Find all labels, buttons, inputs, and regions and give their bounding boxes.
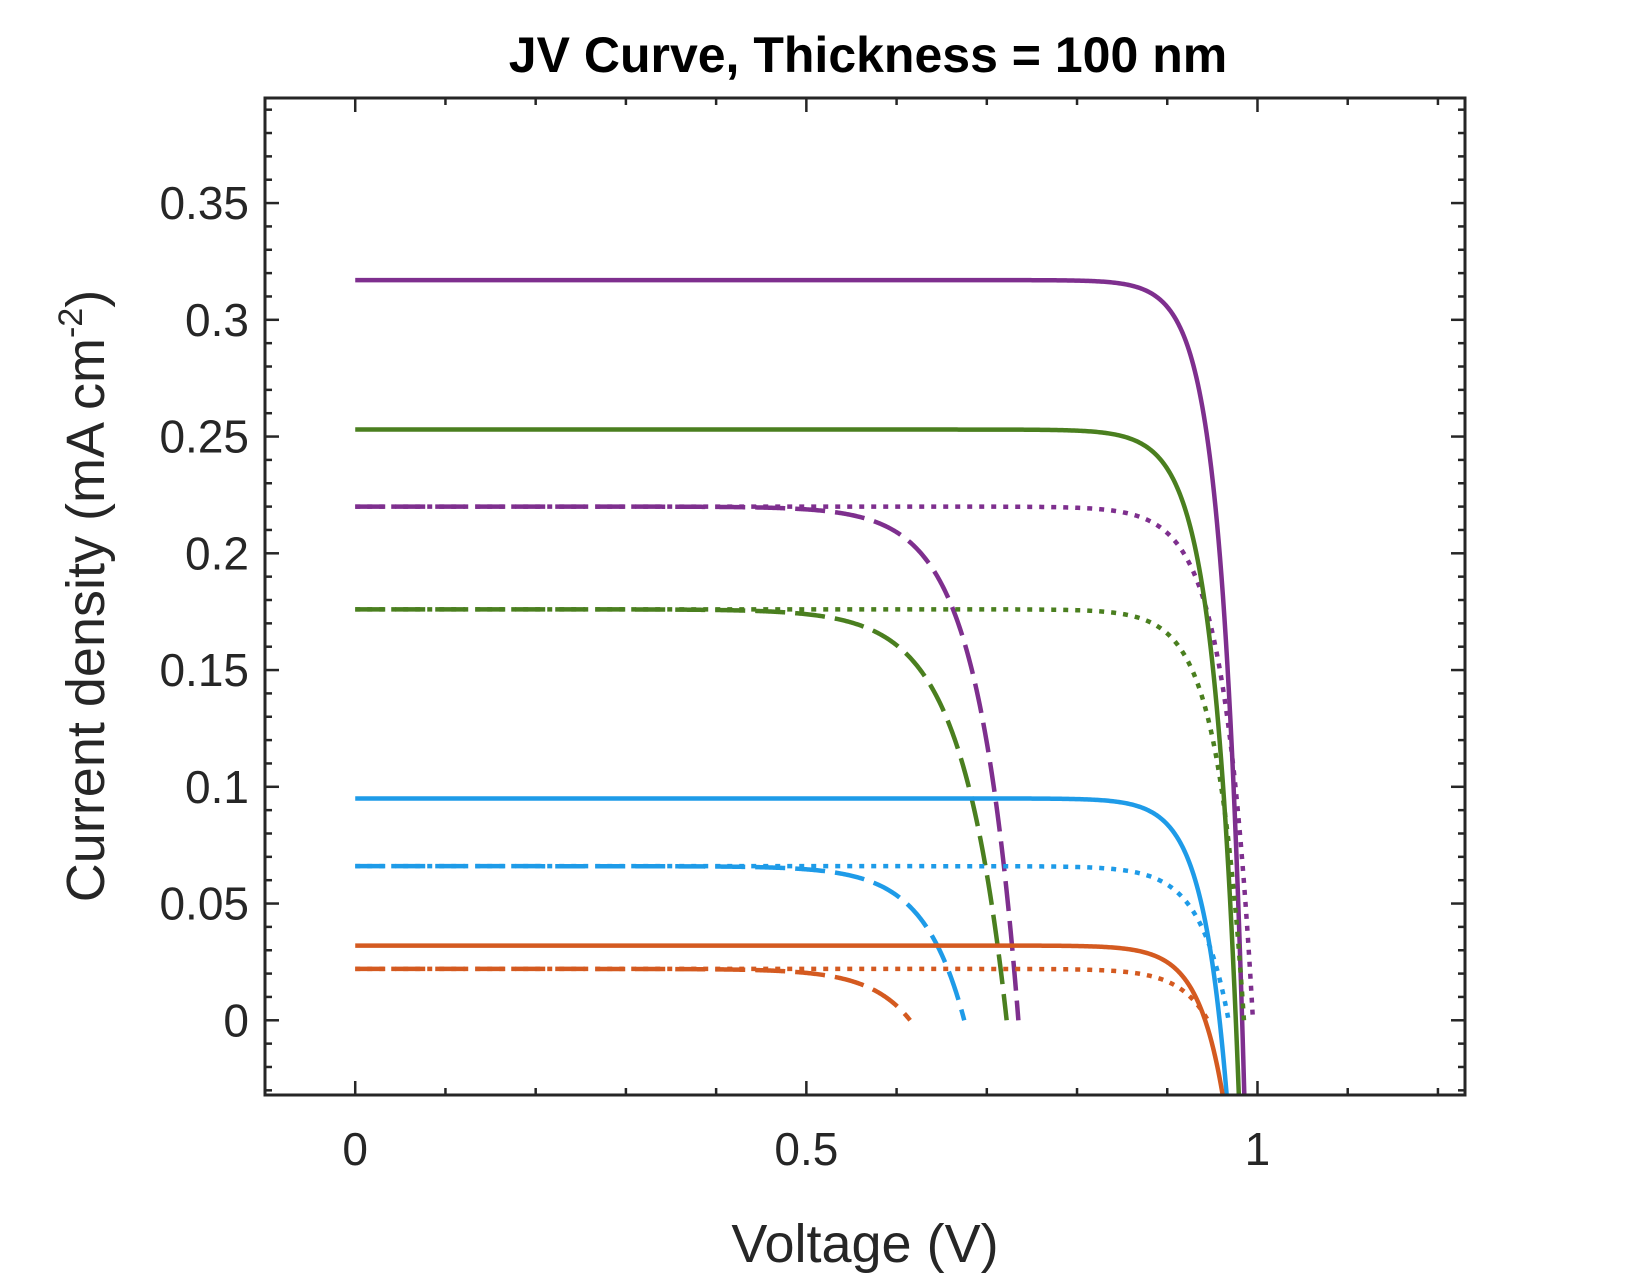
y-tick-label: 0.2 xyxy=(185,527,249,579)
y-axis-label-close: ) xyxy=(56,290,116,308)
series-line-purple-solid xyxy=(354,277,1247,1096)
series-line-purple-dotted xyxy=(354,504,1256,1021)
y-tick-label: 0.25 xyxy=(159,411,249,463)
x-tick-label: 0 xyxy=(342,1123,368,1175)
series-line-green-dotted xyxy=(354,607,1247,1021)
y-axis-label: Current density (mA cm-2) xyxy=(52,290,116,902)
series-line-orange-solid xyxy=(354,943,1225,1096)
series-line-blue-dotted xyxy=(354,863,1231,1021)
series-line-orange-dotted xyxy=(354,966,1210,1022)
y-tick-label: 0.3 xyxy=(185,294,249,346)
axis-tick-labels: 0 0.5 1 0 0.05 0.1 0.15 0.2 0.25 0.3 0.35 xyxy=(159,177,1270,1175)
y-tick-label: 0.15 xyxy=(159,644,249,696)
series-line-blue-solid xyxy=(354,796,1229,1096)
y-tick-label: 0.1 xyxy=(185,761,249,813)
y-tick-label: 0 xyxy=(223,994,249,1046)
x-tick-label: 1 xyxy=(1245,1123,1271,1175)
series-line-green-dashed xyxy=(354,607,1009,1021)
series-line-blue-dashed xyxy=(353,863,967,1021)
y-axis-label-sup: -2 xyxy=(52,308,90,338)
y-tick-label: 0.05 xyxy=(159,878,249,930)
chart-title: JV Curve, Thickness = 100 nm xyxy=(509,27,1227,83)
series-line-orange-dashed xyxy=(353,966,912,1022)
y-tick-label: 0.35 xyxy=(159,177,249,229)
series-line-purple-dashed xyxy=(354,504,1021,1021)
axis-ticks xyxy=(263,98,1465,1095)
series-line-green-solid xyxy=(354,427,1242,1096)
plot-area-frame xyxy=(263,96,1467,1097)
x-axis-label: Voltage (V) xyxy=(731,1214,998,1274)
plot-lines xyxy=(353,277,1256,1096)
y-axis-label-main: Current density (mA cm xyxy=(56,338,116,902)
x-tick-label: 0.5 xyxy=(774,1123,838,1175)
